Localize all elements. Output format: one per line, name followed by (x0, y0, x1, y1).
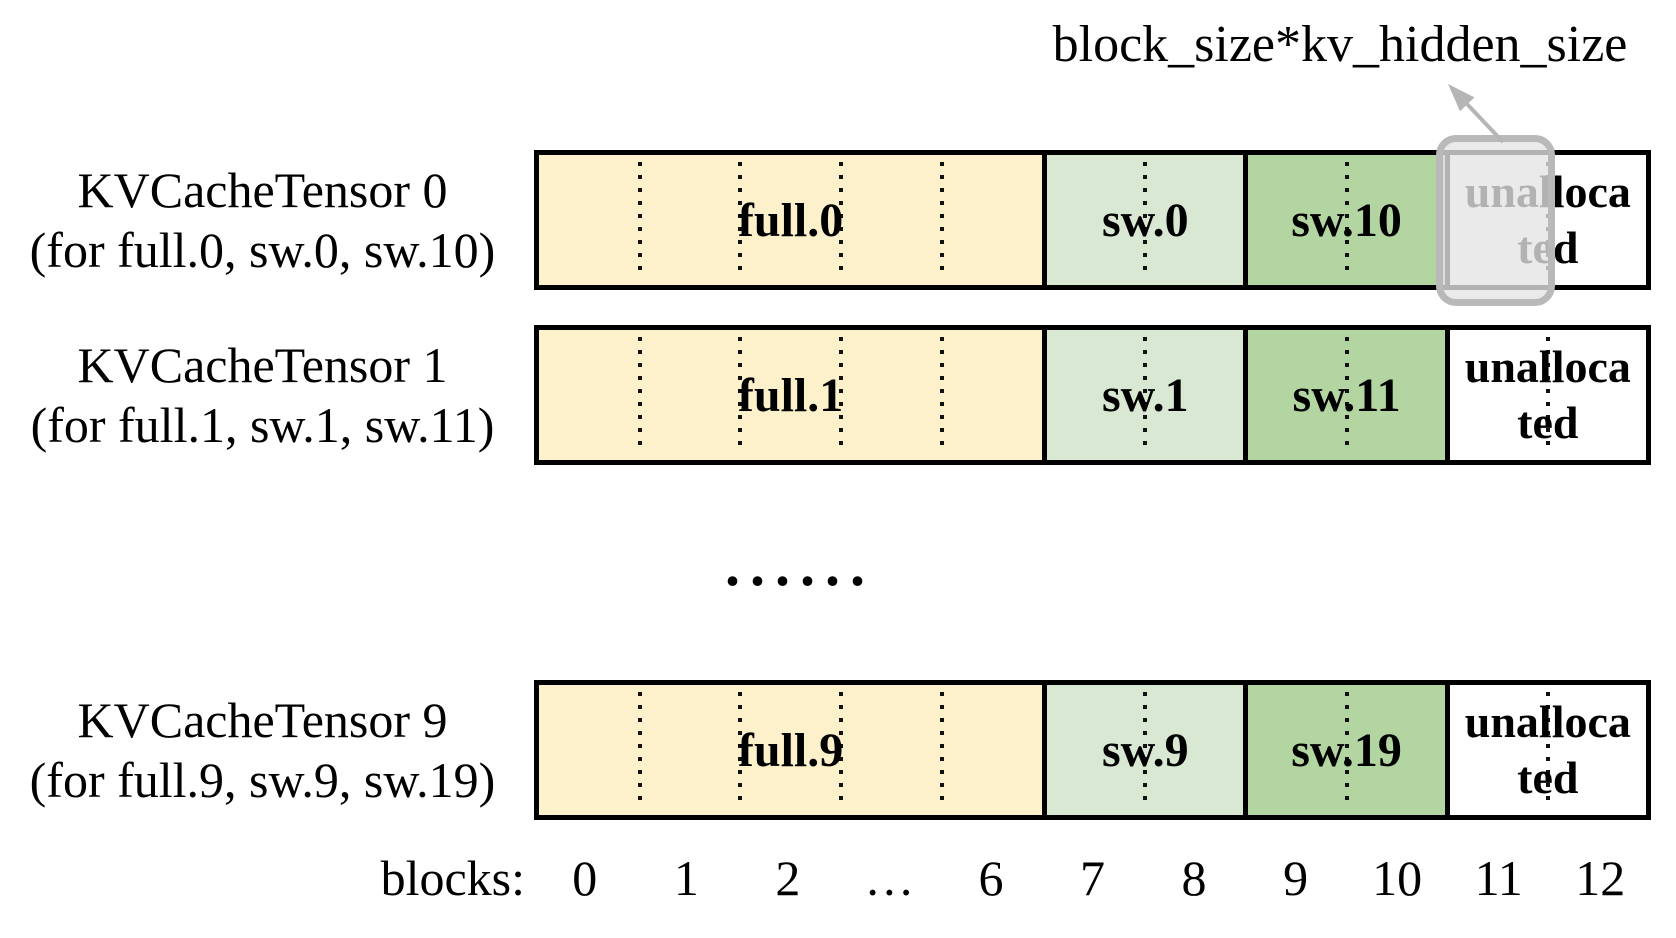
tensor-9-bar: full.9 sw.9 sw.19 unalloca ted (534, 680, 1651, 820)
tensor-0-label: KVCacheTensor 0 (for full.0, sw.0, sw.10… (10, 150, 515, 290)
block-divider (1344, 337, 1349, 453)
axis-tick-11: 11 (1474, 850, 1523, 906)
tensor-9-label: KVCacheTensor 9 (for full.9, sw.9, sw.19… (10, 680, 515, 820)
block-size-annotation: block_size*kv_hidden_size (1052, 16, 1628, 73)
tensor-1-sw-section: sw.1 (1042, 330, 1244, 460)
tensor-0-subtitle: (for full.0, sw.0, sw.10) (29, 222, 496, 278)
tensor-0-sw-section: sw.0 (1042, 155, 1244, 285)
tensor-0-sw2-label: sw.10 (1291, 193, 1402, 247)
block-divider (1344, 162, 1349, 278)
tensor-0-sw-label: sw.0 (1101, 193, 1189, 247)
tensor-1-name: KVCacheTensor 1 (77, 337, 448, 393)
block-divider (838, 692, 843, 808)
axis-tick-1: 1 (673, 850, 699, 906)
blocks-axis-ticks: 0 1 2 … 6 7 8 9 10 11 12 (534, 850, 1651, 906)
block-divider (738, 162, 743, 278)
tensor-9-unallocated-section: unalloca ted (1444, 685, 1646, 815)
tensor-0-sw2-section: sw.10 (1243, 155, 1445, 285)
tensor-1-unallocated-label: unalloca ted (1464, 341, 1631, 448)
tensor-1-label: KVCacheTensor 1 (for full.1, sw.1, sw.11… (10, 325, 515, 465)
tensor-9-subtitle: (for full.9, sw.9, sw.19) (29, 752, 496, 808)
axis-tick-ellipsis: … (864, 850, 915, 906)
block-divider (637, 162, 642, 278)
block-divider (637, 337, 642, 453)
block-divider (738, 692, 743, 808)
tensor-1-sw2-label: sw.11 (1292, 368, 1401, 422)
tensor-9-sw-label: sw.9 (1101, 723, 1189, 777)
axis-tick-7: 7 (1080, 850, 1105, 906)
block-divider (1143, 162, 1148, 278)
tensor-9-name: KVCacheTensor 9 (77, 692, 448, 748)
axis-tick-6: 6 (978, 850, 1004, 906)
axis-tick-8: 8 (1181, 850, 1207, 906)
axis-tick-2: 2 (775, 850, 801, 906)
tensor-1-sw-label: sw.1 (1101, 368, 1189, 422)
block-divider (1143, 692, 1148, 808)
tensor-0-full-section: full.0 (539, 155, 1043, 285)
axis-tick-10: 10 (1372, 850, 1423, 906)
arrow-head-icon (1448, 84, 1475, 112)
tensor-1-subtitle: (for full.1, sw.1, sw.11) (30, 397, 495, 453)
block-divider (939, 692, 944, 808)
block-divider (1545, 692, 1550, 808)
rows-ellipsis: ...... (725, 532, 875, 598)
tensor-1-full-label: full.1 (737, 368, 844, 422)
block-divider (1143, 337, 1148, 453)
tensor-1-sw2-section: sw.11 (1243, 330, 1445, 460)
tensor-0-full-label: full.0 (737, 193, 844, 247)
tensor-1-bar: full.1 sw.1 sw.11 unalloca ted (534, 325, 1651, 465)
axis-tick-0: 0 (572, 850, 598, 906)
block-divider (637, 692, 642, 808)
block-highlight-box (1436, 135, 1555, 306)
tensor-9-full-label: full.9 (737, 723, 844, 777)
block-divider (939, 162, 944, 278)
tensor-9-sw-section: sw.9 (1042, 685, 1244, 815)
block-divider (1344, 692, 1349, 808)
tensor-9-sw2-section: sw.19 (1243, 685, 1445, 815)
block-divider (838, 337, 843, 453)
axis-tick-9: 9 (1283, 850, 1309, 906)
block-divider (738, 337, 743, 453)
tensor-9-full-section: full.9 (539, 685, 1043, 815)
blocks-axis-label: blocks: (380, 850, 525, 906)
axis-tick-12: 12 (1575, 850, 1626, 906)
tensor-0-name: KVCacheTensor 0 (77, 162, 448, 218)
tensor-1-full-section: full.1 (539, 330, 1043, 460)
block-divider (939, 337, 944, 453)
block-divider (1545, 337, 1550, 453)
tensor-row-1: KVCacheTensor 1 (for full.1, sw.1, sw.11… (0, 325, 1676, 465)
block-divider (838, 162, 843, 278)
tensor-1-unallocated-section: unalloca ted (1444, 330, 1646, 460)
tensor-9-sw2-label: sw.19 (1291, 723, 1402, 777)
tensor-row-0: KVCacheTensor 0 (for full.0, sw.0, sw.10… (0, 150, 1676, 290)
tensor-9-unallocated-label: unalloca ted (1464, 696, 1631, 803)
tensor-row-9: KVCacheTensor 9 (for full.9, sw.9, sw.19… (0, 680, 1676, 820)
